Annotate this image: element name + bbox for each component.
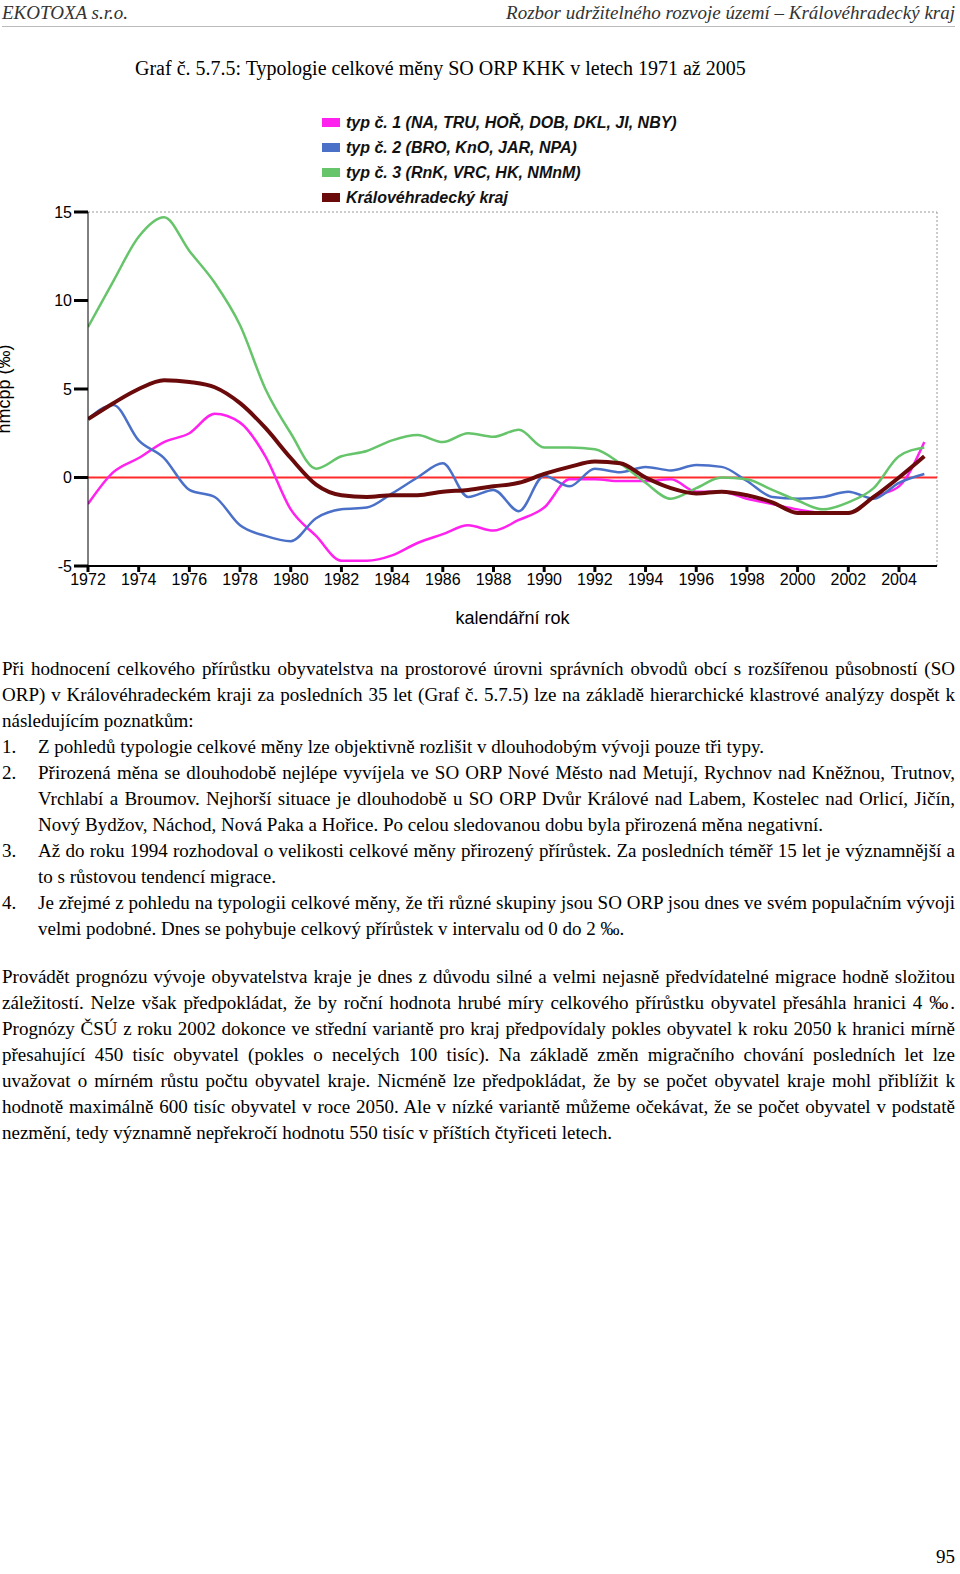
svg-text:0: 0 bbox=[63, 469, 72, 486]
html-text:typ č. 2 (BRO, KnO, JAR, NPA): typ č. 2 (BRO, KnO, JAR, NPA) bbox=[346, 138, 577, 156]
html-text:1.: 1. bbox=[2, 736, 17, 757]
svg-text:1974: 1974 bbox=[121, 571, 157, 588]
html-text:Je zřejmé z pohledu na typolog: Je zřejmé z pohledu na typologii celkové… bbox=[38, 892, 955, 939]
svg-text:15: 15 bbox=[54, 204, 72, 221]
svg-text:1978: 1978 bbox=[222, 571, 258, 588]
svg-text:hmcpp (‰): hmcpp (‰) bbox=[8, 344, 14, 433]
svg-text:1986: 1986 bbox=[425, 571, 461, 588]
html-text:typ č. 3 (RnK, VRC, HK, NMnM): typ č. 3 (RnK, VRC, HK, NMnM) bbox=[346, 163, 581, 181]
svg-text:10: 10 bbox=[54, 292, 72, 309]
html-text:3.: 3. bbox=[2, 840, 17, 861]
html-text:Provádět prognózu vývoje obyva: Provádět prognózu vývoje obyvatelstva kr… bbox=[2, 966, 955, 1143]
svg-text:1996: 1996 bbox=[678, 571, 714, 588]
html-text:Královéhradecký kraj: Královéhradecký kraj bbox=[346, 188, 508, 206]
svg-text:1988: 1988 bbox=[476, 571, 512, 588]
html-text:Až do roku 1994 rozhodoval o v: Až do roku 1994 rozhodoval o velikosti c… bbox=[38, 840, 955, 887]
svg-text:1990: 1990 bbox=[526, 571, 562, 588]
svg-text:2004: 2004 bbox=[881, 571, 917, 588]
svg-text:1992: 1992 bbox=[577, 571, 613, 588]
svg-text:2000: 2000 bbox=[780, 571, 816, 588]
html-text:Při hodnocení celkového přírůs: Při hodnocení celkového přírůstku obyvat… bbox=[2, 658, 955, 731]
html-text:95: 95 bbox=[936, 1546, 955, 1567]
html-text:Rozbor udržitelného rozvoje úz: Rozbor udržitelného rozvoje území – Král… bbox=[506, 2, 955, 23]
svg-text:1994: 1994 bbox=[628, 571, 664, 588]
svg-text:1984: 1984 bbox=[374, 571, 410, 588]
html-text:2.: 2. bbox=[2, 762, 17, 783]
html-text:4.: 4. bbox=[2, 892, 17, 913]
html-text:EKOTOXA s.r.o.: EKOTOXA s.r.o. bbox=[2, 2, 128, 23]
svg-text:2002: 2002 bbox=[831, 571, 867, 588]
svg-text:-5: -5 bbox=[58, 558, 72, 575]
html-text:Graf č. 5.7.5: Typologie celko: Graf č. 5.7.5: Typologie celkové měny SO… bbox=[135, 57, 746, 79]
svg-text:1980: 1980 bbox=[273, 571, 309, 588]
html-text:Přirozená měna se dlouhodobě n: Přirozená měna se dlouhodobě nejlépe vyv… bbox=[38, 762, 955, 835]
svg-text:1972: 1972 bbox=[70, 571, 106, 588]
svg-text:1982: 1982 bbox=[324, 571, 360, 588]
html-text:typ č. 1 (NA, TRU, HOŘ, DOB, D: typ č. 1 (NA, TRU, HOŘ, DOB, DKL, JI, NB… bbox=[346, 113, 677, 131]
svg-text:5: 5 bbox=[63, 381, 72, 398]
svg-text:kalendářní rok: kalendářní rok bbox=[455, 608, 570, 628]
svg-text:1976: 1976 bbox=[172, 571, 208, 588]
svg-text:1998: 1998 bbox=[729, 571, 765, 588]
html-text:Z pohledů typologie celkové mě: Z pohledů typologie celkové měny lze obj… bbox=[38, 736, 764, 757]
